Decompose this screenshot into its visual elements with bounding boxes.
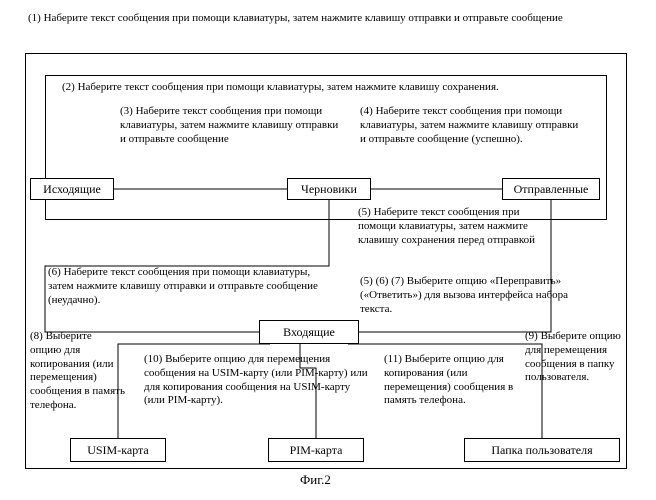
node-userfolder-label: Папка пользователя <box>491 443 592 458</box>
label-6: (6) Наберите текст сообщения при помощи … <box>48 266 328 307</box>
label-3: (3) Наберите текст сообщения при помощи … <box>120 105 340 146</box>
node-usim: USIM-карта <box>70 438 166 462</box>
label-5: (5) Наберите текст сообщения при помощи … <box>358 206 538 247</box>
node-pim-label: PIM-карта <box>290 443 343 458</box>
node-drafts: Черновики <box>287 178 371 200</box>
edges-layer <box>0 0 656 500</box>
node-drafts-label: Черновики <box>301 182 357 197</box>
label-9: (9) Выберите опцию для перемещения сообщ… <box>525 330 625 385</box>
node-outgoing-label: Исходящие <box>43 182 101 197</box>
label-1: (1) Наберите текст сообщения при помощи … <box>28 12 633 26</box>
node-usim-label: USIM-карта <box>87 443 149 458</box>
node-inbox: Входящие <box>259 320 359 344</box>
node-user-folder: Папка пользователя <box>464 438 620 462</box>
figure-caption: Фиг.2 <box>300 472 331 488</box>
label-4: (4) Наберите текст сообщения при помощи … <box>360 105 585 146</box>
label-2: (2) Наберите текст сообщения при помощи … <box>62 81 602 95</box>
node-pim: PIM-карта <box>268 438 364 462</box>
label-11: (11) Выберите опцию для копирования (или… <box>384 353 519 408</box>
node-sent: Отправленные <box>502 178 600 200</box>
node-outgoing: Исходящие <box>30 178 114 200</box>
node-inbox-label: Входящие <box>283 325 335 340</box>
node-sent-label: Отправленные <box>514 182 589 197</box>
label-8: (8) Выберите опцию для копирования (или … <box>30 330 125 413</box>
label-567: (5) (6) (7) Выберите опцию «Переправить»… <box>360 275 600 316</box>
label-10: (10) Выберите опцию для перемещения сооб… <box>144 353 369 408</box>
